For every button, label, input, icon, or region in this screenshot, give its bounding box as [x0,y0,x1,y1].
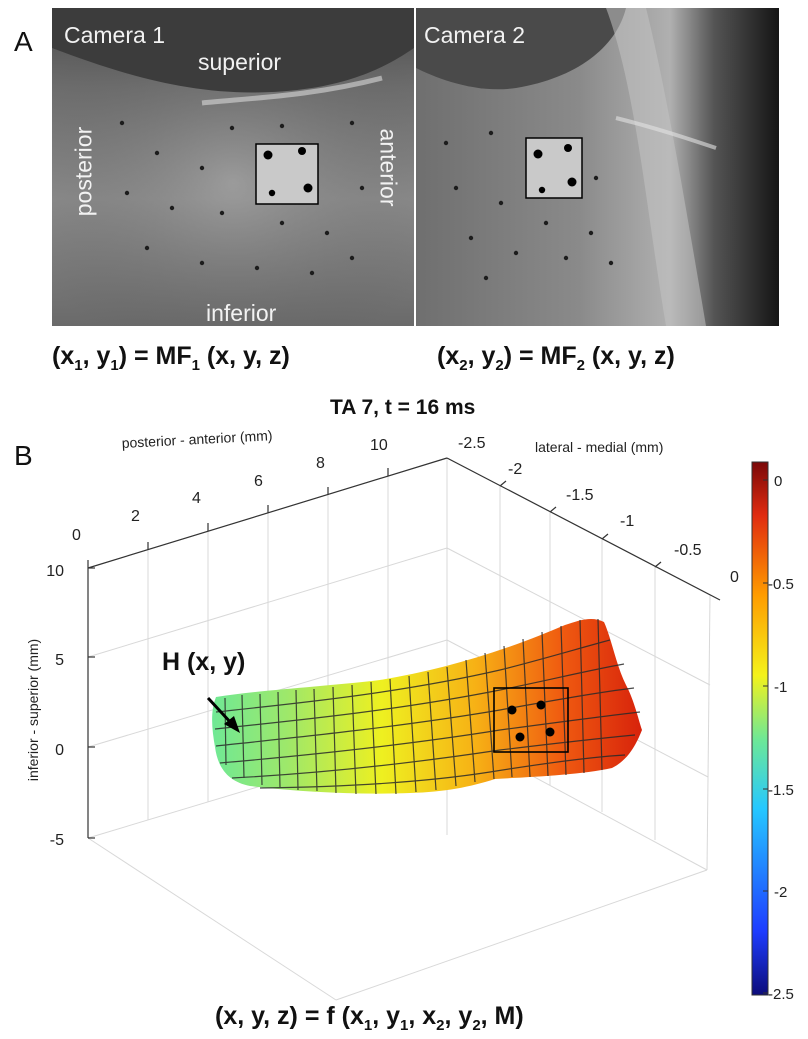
colorbar-tick-label: -1.5 [768,782,794,799]
plot-title: TA 7, t = 16 ms [330,396,476,419]
z-tick-label: -5 [50,832,64,849]
camera-1-photo-graphic [52,8,414,326]
camera-1-markers [119,120,365,276]
x-tick-label: 0 [72,527,81,544]
colorbar-tick-labels: 0 -0.5 -1 -1.5 -2 -2.5 [768,473,794,1003]
x-tick-label: 8 [316,455,325,472]
inferior-label: inferior [206,300,277,326]
panel-a-letter: A [14,26,33,57]
colorbar-tick-label: -2.5 [768,986,794,1003]
z-tick-label: 0 [55,742,64,759]
y-tick-label: -0.5 [674,542,702,559]
colorbar-tick-label: -1 [774,679,787,696]
y-axis-line [446,457,721,601]
z-axis-label: inferior - superior (mm) [25,639,41,781]
camera-2-image [416,8,779,326]
colorbar-tick-label: -0.5 [768,576,794,593]
superior-label: superior [198,49,282,75]
x-tick-label: 10 [370,437,388,454]
y-tick-label: -1.5 [566,487,594,504]
camera-1-image [52,8,414,326]
camera-2-equation: (x2, y2) = MF2 (x, y, z) [437,342,675,374]
z-tick-label: 10 [46,563,64,580]
camera-2-roi-box [525,137,583,199]
surface-grid-lines [214,618,641,795]
surface-pointer-arrow [206,696,240,733]
x-tick-label: 6 [254,473,263,490]
surface-label: H (x, y) [162,648,246,676]
x-tick-label: 2 [131,508,140,525]
x-axis-label: posterior - anterior (mm) [121,427,273,451]
x-tick-labels: 0 2 4 6 8 10 [72,437,388,544]
camera-2-markers [443,130,614,281]
surface-roi-box [493,687,569,753]
y-tick-label: -2.5 [458,435,486,452]
x-tick-label: 4 [192,490,201,507]
y-tick-labels: -2.5 -2 -1.5 -1 -0.5 0 [458,435,739,586]
tick-marks [87,468,662,839]
panel-b-letter: B [14,440,33,471]
y-tick-label: -2 [508,461,522,478]
z-tick-labels: 10 5 0 -5 [46,563,64,849]
z-tick-label: 5 [55,652,64,669]
y-axis-label: lateral - medial (mm) [535,439,663,455]
colorbar-tick-label: -2 [774,884,787,901]
reconstruction-equation: (x, y, z) = f (x1, y1, x2, y2, M) [215,1002,524,1034]
camera-2-label: Camera 2 [424,22,525,48]
camera-1-label: Camera 1 [64,22,165,48]
y-tick-label: 0 [730,569,739,586]
y-tick-label: -1 [620,513,634,530]
colorbar-ticks [763,479,768,994]
camera-2-photo-graphic [416,8,779,326]
colorbar-tick-label: 0 [774,473,782,490]
colorbar [751,461,769,996]
surface-mesh [212,618,642,794]
camera-1-equation: (x1, y1) = MF1 (x, y, z) [52,342,290,374]
